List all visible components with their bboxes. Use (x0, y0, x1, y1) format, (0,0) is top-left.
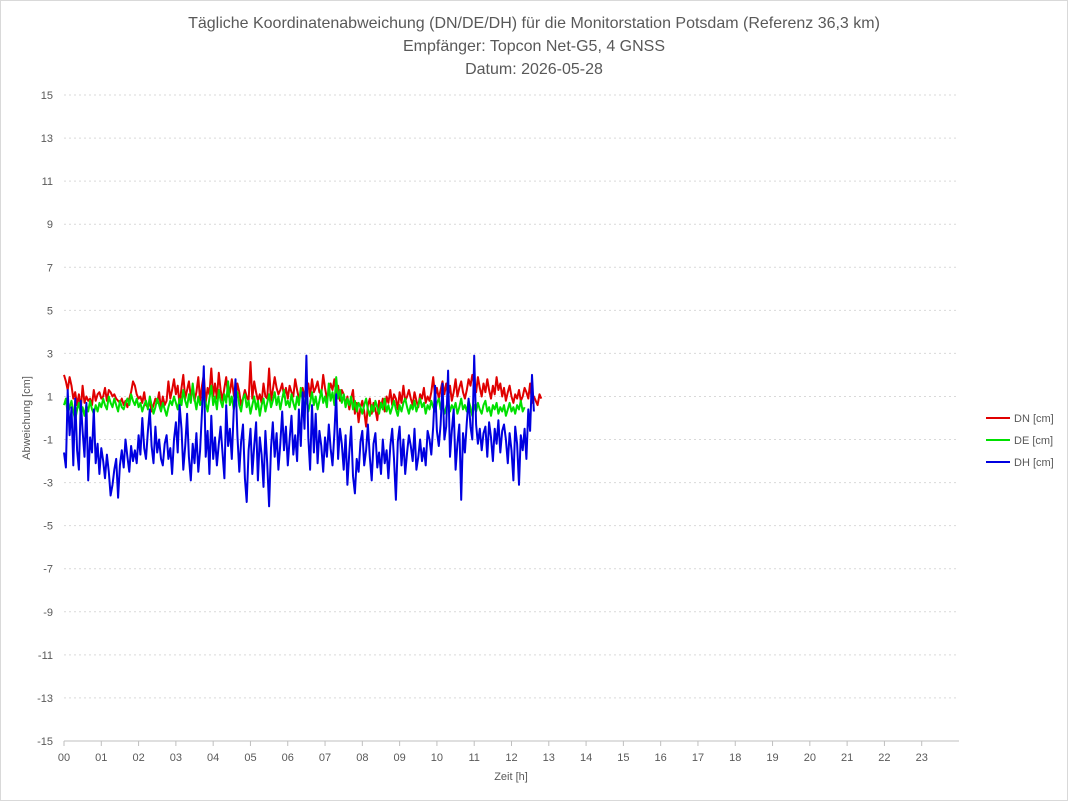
x-tick-label: 17 (692, 752, 704, 764)
y-tick-label: 3 (47, 348, 53, 360)
x-tick-label: 18 (729, 752, 741, 764)
x-tick-label: 23 (916, 752, 928, 764)
chart-title-line-1: Tägliche Koordinatenabweichung (DN/DE/DH… (188, 15, 880, 32)
legend-entry: DH [cm] (1014, 457, 1054, 469)
y-tick-label: -1 (43, 435, 53, 447)
series-lines (63, 354, 543, 508)
x-tick-label: 20 (804, 752, 816, 764)
y-tick-label: -9 (43, 607, 53, 619)
legend: DN [cm] DE [cm] DH [cm] (986, 413, 1054, 469)
y-axis-label: Abweichung [cm] (21, 376, 33, 460)
y-tick-label: -11 (38, 650, 53, 662)
x-tick-label: 04 (207, 752, 219, 764)
x-tick-label: 22 (878, 752, 890, 764)
y-tick-label: 5 (47, 305, 53, 317)
x-tick-label: 01 (95, 752, 107, 764)
x-tick-label: 19 (766, 752, 778, 764)
y-tick-label: -7 (43, 564, 53, 576)
x-tick-label: 09 (394, 752, 406, 764)
y-tick-label: 7 (47, 262, 53, 274)
y-tick-label: 1 (47, 391, 53, 403)
series-line-dn (63, 361, 543, 428)
x-axis-ticks: 00 01 02 03 04 05 06 07 08 09 10 11 12 13 14 15 16 17 18 19… (58, 740, 959, 764)
x-tick-label: 03 (170, 752, 182, 764)
x-tick-label: 15 (617, 752, 629, 764)
x-tick-label: 08 (356, 752, 368, 764)
chart-title-line-3: Datum: 2026-05-28 (465, 61, 603, 78)
x-tick-label: 07 (319, 752, 331, 764)
y-tick-label: -13 (37, 693, 53, 705)
legend-entry: DN [cm] (1014, 413, 1054, 425)
y-axis-ticks: 15 13 11 9 7 5 3 1 -1 -3 -5 -7 -9 -11 -13 -15 (37, 90, 53, 748)
y-tick-label: 9 (47, 219, 53, 231)
x-tick-label: 05 (244, 752, 256, 764)
x-tick-label: 02 (132, 752, 144, 764)
x-tick-label: 13 (543, 752, 555, 764)
gridlines (64, 94, 959, 742)
x-tick-label: 06 (282, 752, 294, 764)
x-axis-label: Zeit [h] (494, 771, 528, 783)
x-tick-label: 21 (841, 752, 853, 764)
series-line-dh (63, 354, 535, 508)
chart-title-line-2: Empfänger: Topcon Net-G5, 4 GNSS (403, 38, 665, 55)
x-tick-label: 11 (468, 752, 479, 764)
y-tick-label: -5 (43, 521, 53, 533)
y-tick-label: -3 (43, 478, 53, 490)
x-tick-label: 14 (580, 752, 592, 764)
y-tick-label: -15 (37, 736, 53, 748)
y-tick-label: 15 (41, 90, 53, 102)
x-tick-label: 00 (58, 752, 70, 764)
legend-entry: DE [cm] (1014, 435, 1053, 447)
x-tick-label: 12 (505, 752, 517, 764)
y-tick-label: 13 (41, 133, 53, 145)
x-tick-label: 16 (655, 752, 667, 764)
x-tick-label: 10 (431, 752, 443, 764)
y-tick-label: 11 (42, 176, 53, 188)
